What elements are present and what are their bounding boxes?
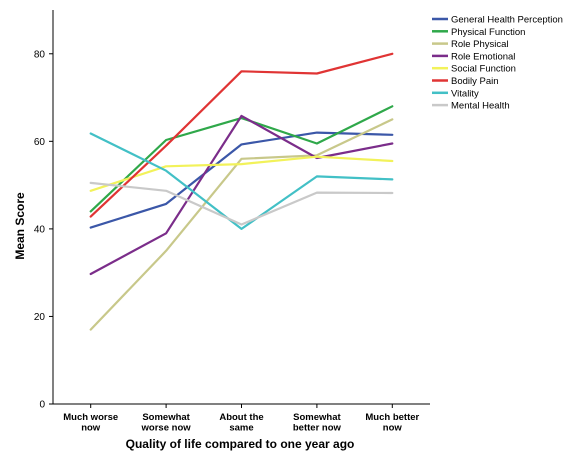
plot-area	[52, 10, 430, 405]
series-line-general-health-perception	[89, 131, 394, 229]
legend-label-role-emotional: Role Emotional	[451, 51, 515, 62]
y-tick-label: 40	[34, 224, 46, 235]
x-tick-label: About the same	[219, 412, 263, 434]
x-tick-label: Somewhat worse now	[141, 412, 192, 434]
y-tick-label: 80	[34, 49, 46, 60]
series-line-mental-health	[89, 181, 394, 226]
legend-label-social-function: Social Function	[451, 64, 516, 75]
y-axis: 0 20 40 60 80	[34, 49, 53, 411]
x-axis: Much worse now Somewhat worse now About the s…	[63, 404, 420, 434]
legend-label-mental-health: Mental Health	[451, 101, 510, 112]
series-line-social-function	[89, 155, 394, 192]
series-line-physical-function	[89, 105, 394, 213]
x-tick-label: Much worse now	[63, 412, 118, 434]
y-tick-label: 0	[39, 400, 45, 411]
y-tick-label: 20	[34, 312, 46, 323]
legend-label-bodily-pain: Bodily Pain	[451, 76, 499, 87]
series-line-role-physical	[89, 118, 394, 331]
y-axis-title: Mean Score	[13, 192, 27, 260]
series-lines	[89, 52, 394, 331]
series-line-vitality	[89, 132, 394, 230]
series-line-role-emotional	[89, 114, 394, 276]
x-tick-label: Somewhat better now	[293, 412, 342, 434]
x-axis-title: Quality of life compared to one year ago	[126, 437, 355, 451]
series-line-bodily-pain	[89, 52, 394, 218]
x-tick-label: Much better now	[365, 412, 419, 434]
legend-label-physical-function: Physical Function	[451, 27, 525, 38]
legend-label-role-physical: Role Physical	[451, 39, 509, 50]
legend-label-general-health-perception: General Health Perception	[451, 15, 563, 26]
y-tick-label: 60	[34, 137, 46, 148]
legend-label-vitality: Vitality	[451, 88, 479, 99]
